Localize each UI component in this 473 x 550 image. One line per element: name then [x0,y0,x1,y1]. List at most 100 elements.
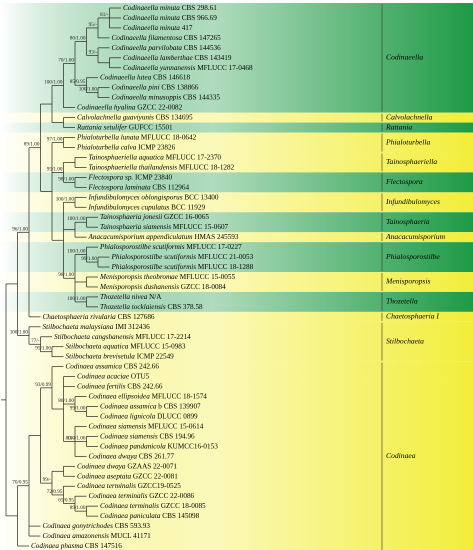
strain: MFLUCC 18-1574 [152,392,208,400]
support-value: 86/1.00 [58,398,74,404]
taxon-label: Infundibulomyces cupulatus BCC 11929 [88,203,206,211]
taxon-label: Codinaea siamensis MFLUCC 15-0614 [89,422,204,430]
clade-label: Tainosphaeria [386,217,430,226]
clade-band [0,272,473,292]
taxon-label: Stilbochaeta malaysiana IMI 312436 [43,322,151,330]
strain: MFLUCC 17-2214 [135,332,191,340]
support-value: 100/1.00 [79,87,98,93]
support-value: 81/- [100,12,109,18]
support-value: 70/0.95 [12,480,28,486]
taxon-name: Stilbochaeta malaysiana [43,322,114,330]
taxon-label: Phialoturbella lunata MFLUCC 18-0642 [76,133,197,141]
taxon-label: Flectospora laminata CBS 112964 [88,183,190,191]
taxon-label: Codinaeella pini CBS 138866 [112,83,199,91]
strain: GZCC 18-0085 [161,502,206,510]
taxon-label: Codinaea aseptata GZCC 22-0081 [77,472,178,480]
strain: GZCC 18-0084 [181,283,226,291]
strain: CBS 298.61 [182,4,218,12]
clade-band [0,192,473,213]
clade-label: Chaetosphaeria I [386,312,439,321]
support-value: 99/1.00 [81,256,97,262]
taxon-label: Codinaea amazonensis MUCL 41171 [43,532,152,540]
strain: CBS 378.58 [167,303,203,311]
support-value: 70/1.00 [58,57,74,63]
taxon-name: Tainosphaeria jonesii [100,213,162,221]
taxon-label: Stilbochaeta aquatica MFLUCC 15-0983 [66,342,186,350]
strain: MFLUCC 18-1282 [179,163,235,171]
taxon-name: Anacacumisporium appendiculatum [88,233,193,241]
support-value: 72/0.95 [47,489,63,495]
taxon-name: Codinaea phasma [31,542,84,550]
clade-label: Thozetella [386,297,418,306]
support-value: 77/- [31,338,40,344]
clade-label: Phialosporostilbe [385,252,440,261]
support-value: 80/- [66,435,75,441]
taxon-label: Codinaea paniculata CBS 145098 [100,512,200,520]
clade-band [0,321,473,362]
clade-label: Phialoturbella [385,137,430,146]
taxon-label: Codinaea fertilis CBS 242.66 [77,382,163,390]
strain: CBS 966.69 [182,14,218,22]
support-value: 100/1.00 [56,196,75,202]
taxon-label: Codinaeella filamentosa CBS 147265 [112,34,222,42]
taxon-label: Calvolachnella guaviyunis CBS 134695 [77,113,193,121]
strain: MFLUCC 15-0614 [148,422,204,430]
clade-label: Codinaeella [386,53,423,62]
taxon-name: Codinaea terminalis [100,502,159,510]
taxon-name: Stilbochaeta cangshanensis [54,332,134,340]
taxon-label: Codinaea pandanicola KUMCC16-0153 [100,442,218,450]
taxon-name: Codinaea aseptata [77,472,132,480]
taxon-name: Codinaea lignicola [100,412,156,420]
taxon-name: Phialosporostilbe scutiformis [99,243,185,251]
taxon-label: Stilbochaeta cangshanensis MFLUCC 17-221… [54,332,191,340]
taxon-label: Codinaea siamensis CBS 194.96 [100,432,195,440]
clade-label: Codinaea [386,451,416,460]
taxon-name: Infundibulomyces cupulatus [88,203,170,211]
taxon-name: Rattania setulifer [76,123,127,131]
strain: GZCC 16-0065 [164,213,209,221]
strain: CBS 112964 [152,183,189,191]
support-value: 93/- [89,49,98,55]
support-value: 100/1.00 [10,330,29,336]
taxon-name: Codinaea paniculata [100,512,161,520]
clade-band [0,132,473,153]
taxon-name: Thozetella nivea [100,293,148,301]
taxon-name: Tainosphaeriella aquatica [89,153,165,161]
taxon-name: Codinaeella minuta [123,24,180,32]
strain: CBS 147265 [184,34,221,42]
taxon-label: Codinaeella minuta 417 [123,24,193,32]
support-value: 89/1.00 [70,505,86,511]
strain: MFLUCC 15-0055 [180,273,236,281]
taxon-name: Codinaea siamensis [89,422,147,430]
taxon-name: Codinaeella filamentosa [112,34,183,42]
strain: CBS 144335 [183,93,220,101]
taxon-label: Codinaeella minuta CBS 298.61 [123,4,217,12]
taxon-label: Codinaea dwaya CBS 261.77 [89,452,175,460]
taxon-name: Calvolachnella guaviyunis [77,113,154,121]
taxon-name: Menisporopsis theobromae [99,273,179,281]
clade-band [0,122,473,133]
strain: GZCC19-0525 [138,482,182,490]
taxon-name: Codinaea dwaya [89,452,138,460]
taxon-name: Phialosporostilbe scutiformis [111,263,197,271]
strain: 417 [182,24,193,32]
support-value: 95/1.00 [35,346,51,352]
strain: GZAAS 22-0071 [127,462,177,470]
taxon-label: Tainosphaeria siamensis MFLUCC 15-0607 [100,223,229,231]
taxon-label: Flectospora sp. ICMP 23840 [88,173,173,181]
taxon-label: Menisporopsis dushanensis GZCC 18-0084 [99,283,226,291]
strain: MFLUCC 15-0983 [130,342,186,350]
taxon-name: Tainosphaeriella thailandensis [89,163,178,171]
taxon-name: Codinaea amazonensis [43,532,110,540]
strain: CBS 127686 [118,313,155,321]
support-value: 99/1.00 [70,405,86,411]
support-value: 99/- [43,477,52,483]
strain: CBS 134695 [156,113,193,121]
clade-band [0,291,473,312]
taxon-name: Tainosphaeria siamensis [100,223,171,231]
taxon-name: Codinaea assamica [100,402,157,410]
strain: CBS 144536 [184,44,221,52]
strain: b CBS 139907 [158,402,201,410]
clade-label: Calvolachnella [386,112,433,121]
